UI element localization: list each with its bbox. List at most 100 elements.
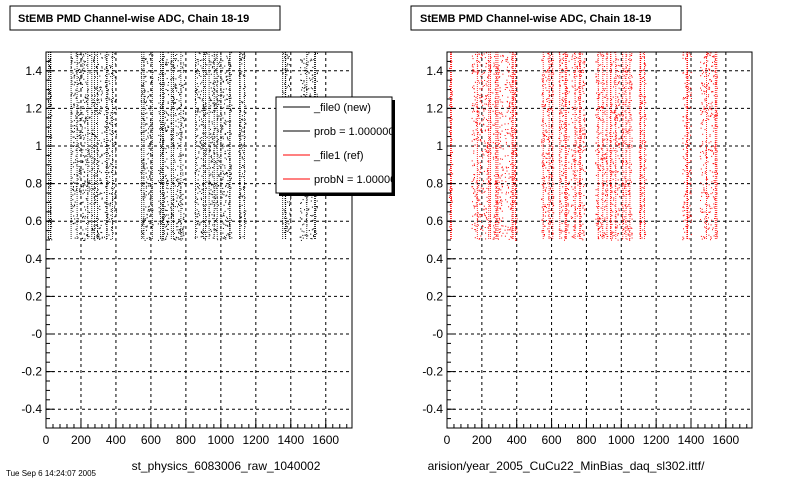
data-point bbox=[49, 66, 51, 67]
data-point bbox=[507, 123, 509, 125]
data-point bbox=[150, 223, 152, 225]
data-point bbox=[215, 230, 217, 232]
data-point bbox=[148, 128, 149, 130]
data-point bbox=[482, 86, 484, 87]
data-point bbox=[149, 94, 151, 96]
data-point bbox=[549, 85, 551, 87]
data-point bbox=[49, 59, 51, 61]
data-point bbox=[172, 106, 174, 107]
data-point bbox=[243, 52, 245, 54]
data-point bbox=[492, 142, 494, 144]
data-point bbox=[582, 133, 584, 135]
data-point bbox=[604, 157, 605, 159]
data-point bbox=[600, 132, 602, 134]
data-point bbox=[621, 97, 623, 99]
data-point bbox=[571, 85, 573, 87]
data-point bbox=[175, 84, 177, 86]
data-point bbox=[222, 138, 224, 140]
data-point bbox=[72, 146, 74, 147]
data-point bbox=[553, 183, 555, 185]
data-point bbox=[543, 56, 545, 57]
data-point bbox=[477, 65, 479, 67]
data-point bbox=[305, 219, 307, 220]
data-point bbox=[602, 158, 604, 160]
data-point bbox=[197, 111, 199, 113]
data-point bbox=[482, 115, 484, 117]
data-point bbox=[614, 52, 616, 54]
data-point bbox=[605, 227, 607, 229]
data-point bbox=[485, 216, 487, 218]
data-point bbox=[576, 119, 578, 121]
data-point bbox=[571, 56, 573, 58]
data-point bbox=[241, 204, 243, 206]
data-point bbox=[563, 59, 564, 61]
data-point bbox=[86, 199, 88, 201]
data-point bbox=[481, 55, 483, 57]
data-point bbox=[511, 134, 513, 136]
data-point bbox=[624, 77, 626, 79]
data-point bbox=[514, 129, 515, 131]
data-point bbox=[600, 110, 601, 111]
data-point bbox=[604, 88, 606, 90]
data-point bbox=[499, 99, 501, 101]
data-point bbox=[88, 181, 90, 183]
data-point bbox=[73, 136, 75, 138]
data-point bbox=[546, 80, 548, 82]
data-point bbox=[573, 72, 575, 73]
data-point bbox=[88, 236, 90, 238]
data-point bbox=[482, 225, 484, 227]
data-point bbox=[142, 159, 144, 161]
data-point bbox=[147, 145, 149, 147]
data-point bbox=[483, 53, 485, 55]
data-point bbox=[144, 102, 146, 104]
data-point bbox=[485, 207, 487, 209]
data-point bbox=[575, 195, 577, 197]
data-point bbox=[492, 124, 494, 126]
data-point bbox=[572, 114, 574, 115]
data-point bbox=[558, 52, 560, 54]
data-point bbox=[48, 238, 50, 240]
data-point bbox=[580, 135, 582, 137]
data-point bbox=[98, 102, 100, 104]
data-point bbox=[570, 179, 572, 181]
data-point bbox=[451, 91, 453, 93]
data-point bbox=[212, 224, 214, 226]
data-point bbox=[288, 64, 290, 66]
data-point bbox=[305, 63, 307, 65]
data-point bbox=[611, 215, 613, 216]
data-point bbox=[79, 131, 81, 133]
data-point bbox=[109, 114, 111, 116]
data-point bbox=[183, 226, 185, 228]
data-point bbox=[75, 125, 77, 127]
data-point bbox=[563, 109, 565, 111]
data-point bbox=[170, 134, 172, 136]
x-tick-label: 1600 bbox=[312, 433, 339, 447]
data-point bbox=[618, 104, 620, 106]
data-point bbox=[451, 92, 453, 94]
data-point bbox=[47, 93, 49, 95]
data-point bbox=[577, 163, 579, 165]
data-point bbox=[630, 59, 632, 61]
data-point bbox=[79, 233, 80, 235]
data-point bbox=[75, 155, 77, 157]
data-point bbox=[197, 96, 199, 98]
data-point bbox=[105, 121, 107, 123]
data-point bbox=[542, 184, 544, 186]
data-point bbox=[489, 138, 491, 140]
data-point bbox=[614, 119, 615, 121]
data-point bbox=[94, 227, 96, 229]
data-point bbox=[626, 131, 628, 133]
data-point bbox=[99, 170, 101, 172]
data-point bbox=[573, 58, 575, 60]
data-point bbox=[112, 180, 114, 182]
data-point bbox=[541, 106, 543, 108]
data-point bbox=[71, 188, 73, 190]
data-point bbox=[83, 55, 85, 57]
data-point bbox=[545, 87, 547, 89]
data-point bbox=[112, 232, 114, 234]
data-point bbox=[115, 210, 117, 212]
data-point bbox=[550, 66, 552, 68]
data-point bbox=[75, 55, 77, 57]
data-point bbox=[222, 81, 224, 83]
data-point bbox=[222, 232, 224, 234]
